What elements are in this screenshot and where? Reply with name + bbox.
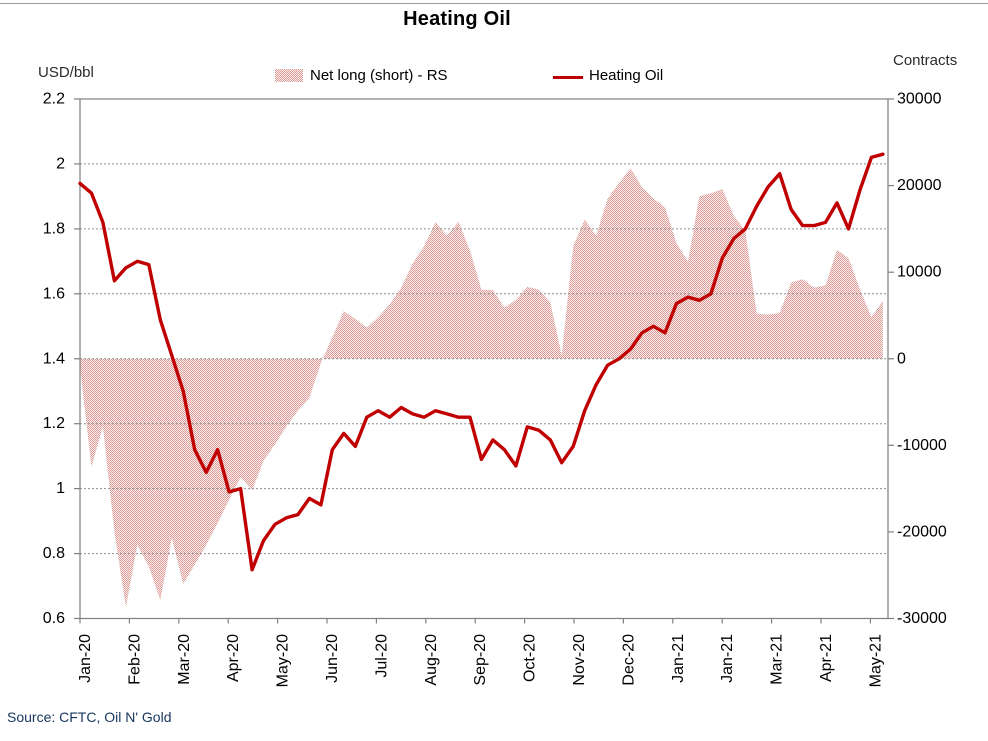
x-axis-tick-label: Oct-20 — [522, 634, 539, 682]
right-axis-tick-label: 20000 — [897, 177, 942, 194]
left-axis-tick-label: 1.4 — [43, 350, 65, 367]
x-axis-tick-label: Feb-20 — [126, 634, 143, 685]
x-axis-tick-label: Jan-21 — [719, 634, 736, 683]
right-axis-unit-label: Contracts — [893, 52, 958, 69]
left-axis-tick-label: 1 — [56, 480, 65, 497]
legend-area-swatch — [275, 69, 303, 82]
x-axis-tick-label: Aug-20 — [423, 634, 440, 686]
source-note: Source: CFTC, Oil N' Gold — [7, 709, 172, 725]
legend-line-swatch — [553, 76, 583, 79]
left-axis-tick-label: 1.6 — [43, 285, 65, 302]
chart-title: Heating Oil — [403, 8, 511, 30]
right-axis-tick-label: -30000 — [897, 610, 947, 627]
net-long-area-series — [80, 168, 883, 608]
x-axis-tick-label: Mar-20 — [176, 634, 193, 685]
x-axis-tick-label: Sep-20 — [472, 634, 489, 686]
right-axis-tick-label: 10000 — [897, 264, 942, 281]
legend-line-label: Heating Oil — [589, 67, 664, 84]
x-axis-tick-label: Jan-20 — [77, 634, 94, 683]
x-axis-tick-label: Jun-20 — [324, 634, 341, 683]
left-axis-tick-label: 0.6 — [43, 610, 65, 627]
x-axis-tick-label: May-21 — [867, 634, 884, 687]
left-axis-tick-label: 2.2 — [43, 91, 65, 108]
heating-oil-line-series — [78, 152, 885, 572]
right-axis-tick-label: -10000 — [897, 437, 947, 454]
x-axis-tick-label: Dec-20 — [620, 634, 637, 686]
left-axis-tick-label: 0.8 — [43, 545, 65, 562]
right-axis-tick-label: 0 — [897, 350, 906, 367]
x-axis-tick-label: Nov-20 — [571, 634, 588, 686]
left-axis-tick-label: 1.8 — [43, 220, 65, 237]
x-axis-tick-label: Jan-21 — [670, 634, 687, 683]
left-axis-unit-label: USD/bbl — [38, 64, 94, 81]
x-axis-tick-label: Apr-20 — [225, 634, 242, 682]
x-axis-tick-label: Mar-21 — [769, 634, 786, 685]
left-axis-tick-label: 2 — [56, 155, 65, 172]
x-axis-tick-label: May-20 — [275, 634, 292, 687]
legend-area-label: Net long (short) - RS — [310, 67, 448, 84]
left-axis-tick-label: 1.2 — [43, 415, 65, 432]
right-axis-tick-label: 30000 — [897, 91, 942, 108]
x-axis-tick-label: Jul-20 — [373, 634, 390, 678]
right-axis-tick-label: -20000 — [897, 523, 947, 540]
x-axis-tick-label: Apr-21 — [818, 634, 835, 682]
